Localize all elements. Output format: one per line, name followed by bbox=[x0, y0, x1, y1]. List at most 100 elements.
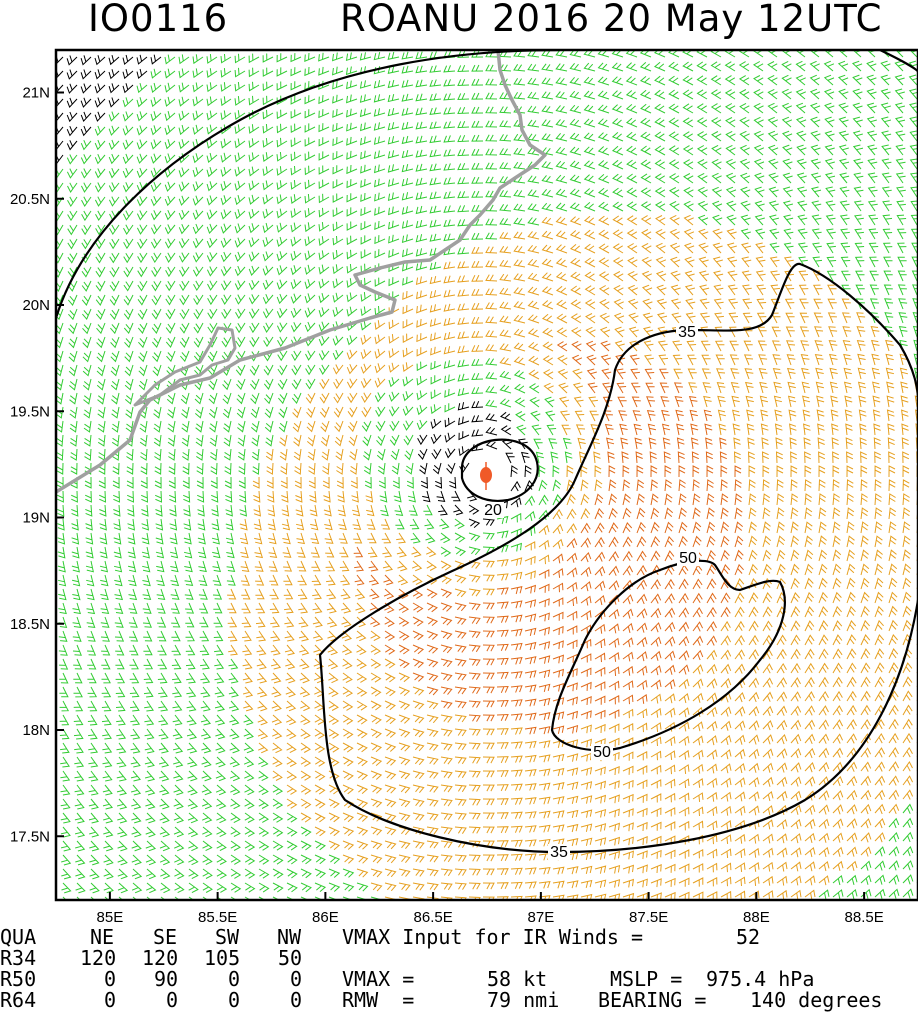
wind-barb bbox=[809, 88, 821, 100]
wind-barb bbox=[393, 490, 402, 503]
wind-barb bbox=[888, 493, 896, 506]
wind-barb bbox=[94, 69, 106, 80]
wind-barb bbox=[114, 602, 124, 615]
wind-barb bbox=[117, 812, 128, 824]
wind-barb bbox=[720, 606, 731, 618]
wind-barb bbox=[216, 868, 228, 879]
wind-barb bbox=[300, 714, 311, 726]
wind-barb bbox=[66, 111, 78, 123]
wind-barb bbox=[562, 437, 572, 450]
wind-barb bbox=[185, 616, 195, 628]
wind-barb bbox=[627, 284, 638, 296]
wind-barb bbox=[228, 672, 239, 684]
wind-barb bbox=[340, 588, 351, 600]
wind-barb bbox=[276, 180, 288, 191]
wind-barb bbox=[290, 322, 302, 333]
wind-barb bbox=[396, 532, 406, 544]
wind-barb bbox=[262, 138, 274, 148]
wind-barb bbox=[650, 864, 662, 874]
wind-barb bbox=[116, 770, 127, 782]
wind-barb bbox=[818, 690, 829, 702]
wind-barb bbox=[98, 448, 106, 461]
wind-barb bbox=[867, 186, 878, 198]
wind-barb bbox=[826, 270, 837, 282]
wind-barb bbox=[874, 832, 886, 843]
wind-barb bbox=[243, 742, 255, 754]
wind-barb bbox=[881, 172, 892, 184]
wind-barb bbox=[580, 508, 591, 520]
wind-barb bbox=[108, 153, 120, 165]
wind-barb bbox=[297, 574, 308, 586]
wind-barb bbox=[744, 368, 754, 380]
wind-barb bbox=[740, 200, 751, 212]
wind-barb bbox=[268, 546, 278, 559]
wind-barb bbox=[230, 896, 237, 900]
wind-barb bbox=[346, 164, 358, 175]
wind-barb bbox=[468, 868, 481, 876]
wind-barb bbox=[206, 68, 218, 78]
wind-barb bbox=[888, 761, 900, 772]
wind-barb bbox=[538, 712, 551, 721]
wind-barb bbox=[838, 116, 849, 128]
wind-barb bbox=[223, 434, 232, 447]
wind-barb bbox=[252, 476, 260, 489]
wind-barb bbox=[332, 122, 344, 132]
wind-barb bbox=[454, 854, 467, 862]
wind-barb bbox=[734, 706, 746, 717]
wind-barb bbox=[137, 308, 148, 320]
wind-barb bbox=[641, 242, 652, 254]
wind-barb bbox=[187, 784, 198, 796]
wind-barb bbox=[237, 434, 246, 447]
wind-barb bbox=[902, 888, 914, 899]
wind-barb bbox=[527, 286, 540, 296]
wind-barb bbox=[616, 382, 627, 394]
wind-barb bbox=[103, 854, 114, 866]
wind-barb bbox=[650, 535, 661, 548]
wind-barb bbox=[206, 237, 218, 249]
wind-barb bbox=[222, 406, 232, 419]
wind-barb bbox=[444, 448, 456, 459]
wind-barb bbox=[234, 53, 246, 64]
wind-barb bbox=[815, 381, 825, 394]
wind-barb bbox=[137, 322, 148, 334]
wind-barb bbox=[626, 187, 638, 198]
wind-barb bbox=[178, 68, 190, 79]
wind-barb bbox=[838, 158, 850, 170]
wind-barb bbox=[611, 104, 624, 114]
wind-barb bbox=[646, 409, 656, 422]
wind-barb bbox=[734, 777, 746, 788]
wind-barb bbox=[278, 392, 288, 405]
wind-barb bbox=[194, 392, 204, 405]
wind-barb bbox=[74, 742, 84, 754]
wind-barb bbox=[555, 91, 568, 100]
wind-barb bbox=[346, 136, 358, 146]
wind-barb bbox=[569, 104, 582, 114]
wind-barb bbox=[286, 854, 298, 865]
wind-barb bbox=[552, 553, 564, 564]
wind-barb bbox=[349, 448, 358, 461]
wind-barb bbox=[454, 574, 467, 584]
wind-barb bbox=[629, 354, 640, 366]
wind-barb bbox=[860, 563, 870, 576]
wind-barb bbox=[227, 588, 237, 600]
r34-ne: 120 bbox=[80, 946, 117, 970]
wind-barb bbox=[588, 396, 598, 408]
wind-barb bbox=[762, 819, 774, 830]
wind-barb bbox=[485, 78, 498, 86]
wind-barb bbox=[86, 616, 96, 628]
wind-barb bbox=[664, 678, 676, 690]
wind-barb bbox=[429, 93, 442, 101]
wind-barb bbox=[527, 91, 540, 100]
wind-barb bbox=[457, 387, 470, 397]
wind-barb bbox=[846, 549, 856, 562]
wind-barb bbox=[346, 292, 358, 303]
wind-barb bbox=[83, 392, 92, 405]
wind-barb bbox=[831, 437, 839, 450]
wind-barb bbox=[426, 854, 439, 863]
wind-barb bbox=[440, 574, 452, 585]
wind-barb bbox=[621, 451, 629, 464]
wind-barb bbox=[832, 634, 843, 646]
wind-barb bbox=[250, 392, 260, 405]
wind-barb bbox=[426, 686, 439, 696]
wind-barb bbox=[538, 697, 551, 707]
